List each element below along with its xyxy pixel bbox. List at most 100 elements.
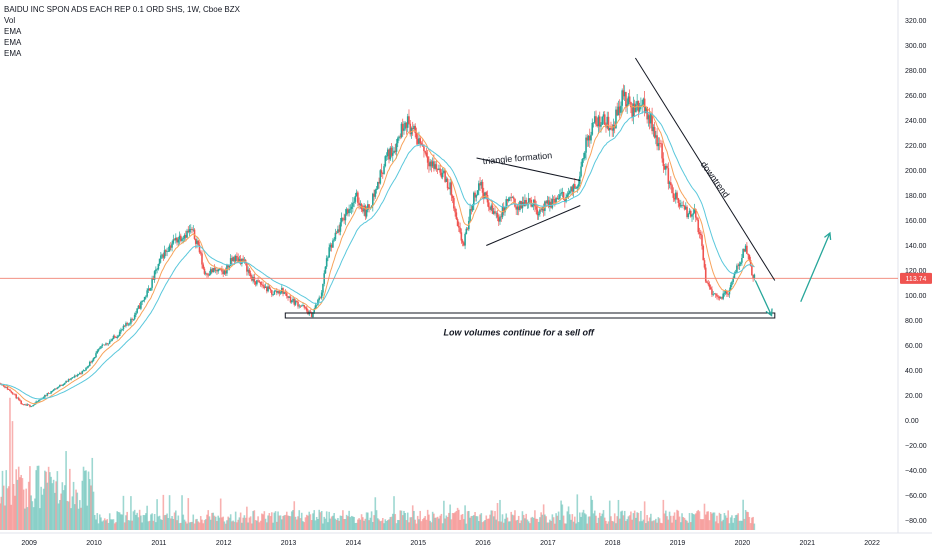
volume-bar (529, 523, 531, 530)
candle-body (396, 138, 399, 144)
candle-body (266, 286, 268, 292)
volume-bar (430, 522, 433, 530)
volume-bar (701, 519, 703, 530)
volume-bar (91, 457, 94, 530)
volume-bar (717, 523, 720, 530)
volume-bar (276, 521, 278, 530)
volume-bar (570, 519, 572, 530)
x-tick-label: 2016 (475, 540, 491, 547)
candle-body (345, 209, 348, 215)
volume-bar (62, 490, 65, 530)
volume-bar (80, 507, 82, 530)
volume-bar (464, 505, 466, 530)
candle-body (192, 229, 195, 231)
volume-bar (50, 476, 52, 530)
volume-bar (401, 515, 404, 530)
volume-bar (596, 522, 599, 530)
volume-bar (308, 511, 311, 530)
volume-bar (285, 511, 288, 530)
candle-body (173, 239, 176, 241)
candle-body (399, 136, 402, 138)
volume-bar (347, 516, 349, 530)
volume-bar (499, 499, 501, 530)
candle-body (429, 161, 431, 167)
candle-body (211, 269, 213, 273)
volume-bar (239, 512, 242, 530)
candle-body (562, 192, 565, 200)
volume-bar (16, 479, 19, 530)
volume-bar (188, 522, 191, 530)
indicator-ema-3[interactable]: EMA (4, 49, 22, 58)
candle-body (362, 209, 364, 212)
volume-bar (727, 510, 729, 530)
candle-body (287, 296, 289, 298)
y-tick-label: 20.00 (905, 393, 923, 400)
volume-bar (490, 510, 493, 530)
candle-body (419, 138, 421, 144)
volume-bar (231, 521, 233, 530)
candle-body (14, 393, 16, 395)
candle-body (293, 298, 296, 305)
indicator-ema-2[interactable]: EMA (4, 38, 22, 47)
symbol-title[interactable]: BAIDU INC SPON ADS EACH REP 0.1 ORD SHS,… (4, 5, 240, 14)
volume-bar (233, 521, 236, 530)
candle-body (1, 384, 4, 386)
volume-bar (443, 500, 445, 530)
candle-body (593, 116, 596, 123)
volume-bar (222, 516, 224, 530)
candle-body (24, 404, 26, 406)
volume-bar (527, 521, 530, 530)
indicator-volume[interactable]: Vol (4, 16, 16, 25)
volume-bar (258, 522, 261, 530)
candle-body (732, 278, 734, 282)
volume-bar (461, 513, 464, 530)
volume-bar (521, 511, 524, 530)
candle-body (702, 245, 705, 261)
price-axis[interactable]: 320.00 300.00 280.00 260.00 240.00 220.00 200.… (905, 18, 927, 525)
candle-body (441, 173, 444, 178)
volume-bar (446, 516, 449, 530)
candle-body (108, 341, 111, 344)
candle-body (347, 209, 349, 214)
candle-body (598, 116, 601, 127)
volume-bar (107, 522, 110, 530)
ema-lines (0, 104, 755, 405)
volume-bar (554, 523, 556, 530)
volume-bar (374, 497, 377, 530)
volume-bar (379, 521, 382, 530)
candle-body (687, 213, 690, 218)
candle-body (552, 198, 555, 200)
candle-body (571, 186, 574, 192)
volume-bar (729, 517, 732, 530)
candle-body (748, 255, 751, 261)
volume-bar (55, 481, 57, 530)
volume-bar (20, 474, 22, 530)
candle-body (198, 244, 201, 253)
volume-bar (232, 520, 234, 530)
volume-bar (487, 518, 490, 530)
candle-body (439, 168, 441, 173)
candle-body (337, 229, 339, 233)
volume-bar (294, 516, 297, 530)
candle-body (464, 233, 466, 246)
candle-body (542, 206, 545, 211)
candle-body (191, 229, 193, 231)
time-axis[interactable]: 2009 2010 2011 2012 2013 2014 2015 2016 2017 2018… (21, 540, 880, 547)
volume-bar (177, 515, 180, 530)
candle-body (716, 294, 718, 297)
candle-body (524, 200, 526, 206)
volume-bar (525, 513, 527, 530)
volume-bar (209, 519, 212, 530)
volume-bar (711, 513, 713, 530)
indicator-ema-1[interactable]: EMA (4, 27, 22, 36)
volume-bar (354, 522, 357, 530)
candle-body (580, 166, 582, 177)
candle-body (611, 129, 614, 131)
candle-body (304, 307, 307, 308)
volume-bar (340, 515, 343, 530)
candle-body (747, 253, 749, 256)
candle-body (416, 138, 419, 144)
volume-bar (246, 506, 248, 530)
volume-bar (440, 513, 443, 530)
